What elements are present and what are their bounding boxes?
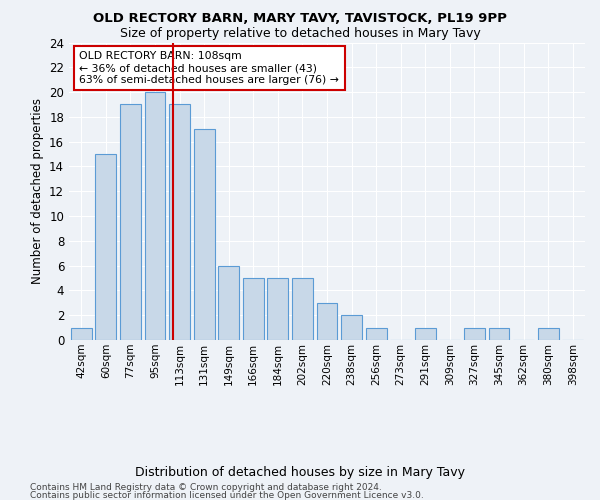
- Bar: [243, 278, 264, 340]
- Bar: [120, 104, 141, 340]
- Bar: [341, 315, 362, 340]
- Bar: [268, 278, 289, 340]
- Bar: [145, 92, 166, 340]
- Bar: [218, 266, 239, 340]
- Bar: [464, 328, 485, 340]
- Text: Contains public sector information licensed under the Open Government Licence v3: Contains public sector information licen…: [30, 492, 424, 500]
- Bar: [365, 328, 386, 340]
- Bar: [292, 278, 313, 340]
- Bar: [415, 328, 436, 340]
- Text: OLD RECTORY BARN: 108sqm
← 36% of detached houses are smaller (43)
63% of semi-d: OLD RECTORY BARN: 108sqm ← 36% of detach…: [79, 52, 339, 84]
- Bar: [169, 104, 190, 340]
- Bar: [538, 328, 559, 340]
- Bar: [488, 328, 509, 340]
- Bar: [71, 328, 92, 340]
- Text: OLD RECTORY BARN, MARY TAVY, TAVISTOCK, PL19 9PP: OLD RECTORY BARN, MARY TAVY, TAVISTOCK, …: [93, 12, 507, 26]
- Text: Contains HM Land Registry data © Crown copyright and database right 2024.: Contains HM Land Registry data © Crown c…: [30, 483, 382, 492]
- Y-axis label: Number of detached properties: Number of detached properties: [31, 98, 44, 284]
- Bar: [95, 154, 116, 340]
- Bar: [194, 130, 215, 340]
- Text: Distribution of detached houses by size in Mary Tavy: Distribution of detached houses by size …: [135, 466, 465, 479]
- Text: Size of property relative to detached houses in Mary Tavy: Size of property relative to detached ho…: [119, 28, 481, 40]
- Bar: [317, 303, 337, 340]
